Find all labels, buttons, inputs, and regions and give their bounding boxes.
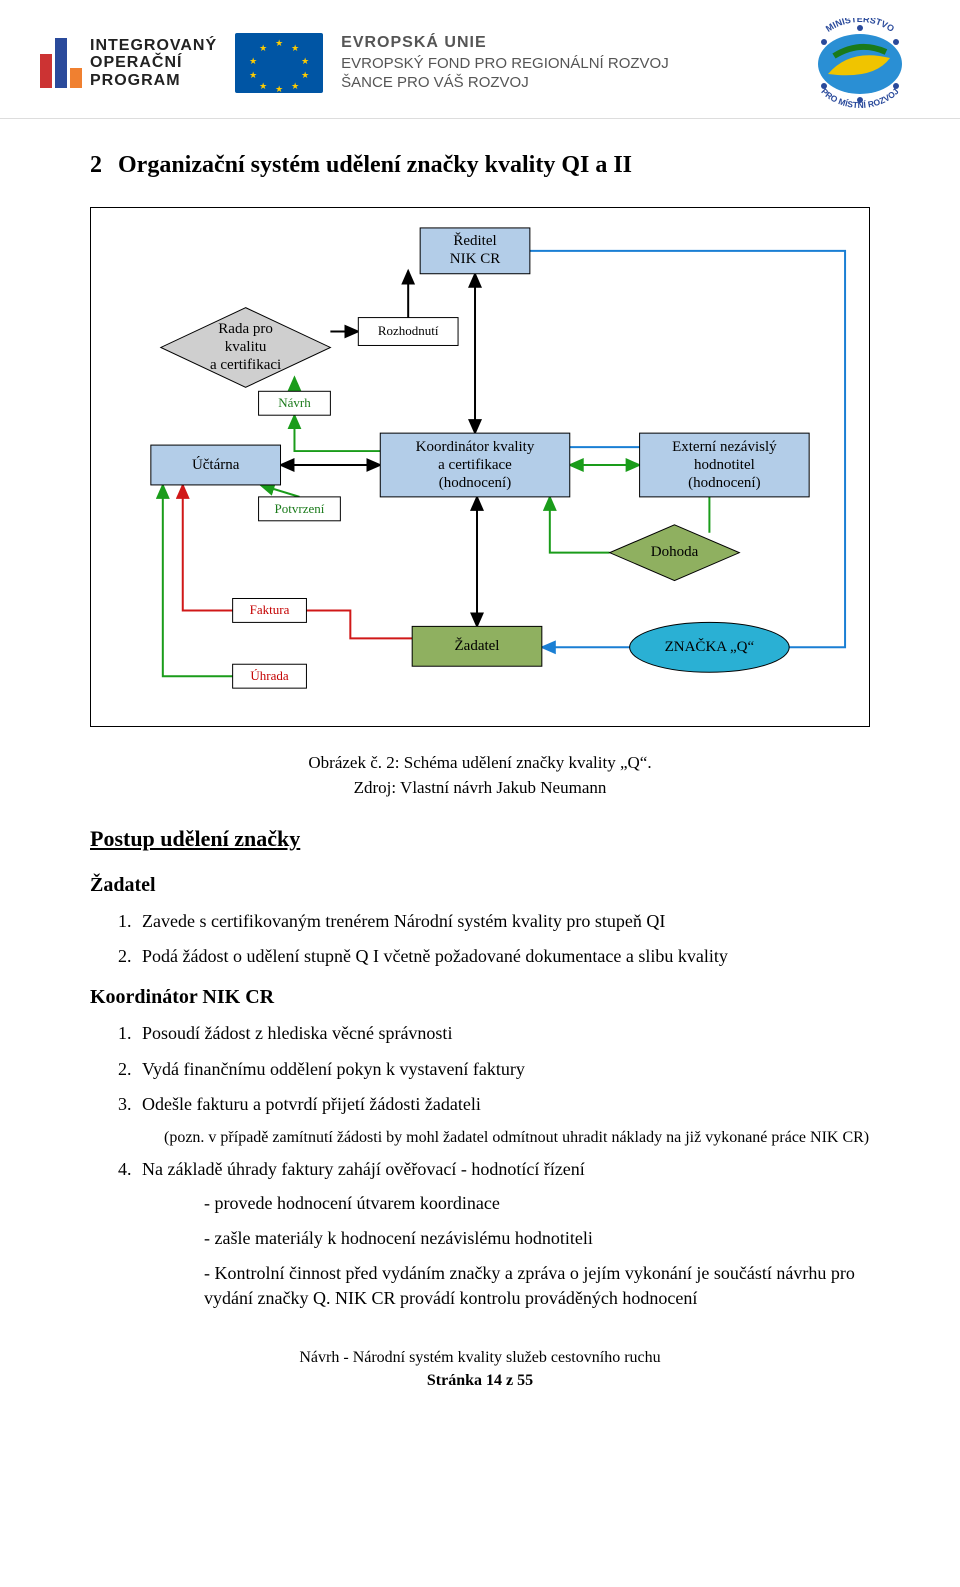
logo-iop: INTEGROVANÝ OPERAČNÍ PROGRAM bbox=[40, 37, 217, 90]
role1-item: Podá žádost o udělení stupně Q I včetně … bbox=[136, 944, 870, 969]
iop-bars-icon bbox=[40, 38, 82, 88]
flow-node-faktura: Faktura bbox=[233, 598, 307, 622]
figure-caption: Obrázek č. 2: Schéma udělení značky kval… bbox=[90, 751, 870, 775]
footer-line1: Návrh - Národní systém kvality služeb ce… bbox=[90, 1347, 870, 1369]
flow-node-koord: Koordinátor kvalitya certifikace(hodnoce… bbox=[380, 433, 570, 497]
role2-item: Vydá finančnímu oddělení pokyn k vystave… bbox=[136, 1057, 870, 1082]
sublist-item: - zašle materiály k hodnocení nezávislém… bbox=[204, 1226, 870, 1251]
role2-item: Posoudí žádost z hlediska věcné správnos… bbox=[136, 1021, 870, 1046]
role1-item: Zavede s certifikovaným trenérem Národní… bbox=[136, 909, 870, 934]
role2-sublist: - provede hodnocení útvarem koordinace - … bbox=[204, 1191, 870, 1312]
mmr-logo-icon: MINISTERSTVO PRO MÍSTNÍ ROZVOJ bbox=[800, 18, 920, 108]
flow-node-dohoda: Dohoda bbox=[610, 524, 740, 580]
sublist-item: - Kontrolní činnost před vydáním značky … bbox=[204, 1261, 870, 1311]
flow-node-zadatel: Žadatel bbox=[412, 626, 542, 666]
flow-node-znacka: ZNAČKA „Q“ bbox=[630, 622, 790, 672]
flow-node-potvrzeni: Potvrzení bbox=[259, 496, 341, 520]
flow-node-rozhodnuti: Rozhodnutí bbox=[358, 317, 458, 345]
eu-flag-icon: ★ ★ ★ ★ ★ ★ ★ ★ ★ ★ bbox=[235, 33, 323, 93]
role2-item: Odešle fakturu a potvrdí přijetí žádosti… bbox=[136, 1092, 870, 1117]
page-footer: Návrh - Národní systém kvality služeb ce… bbox=[90, 1347, 870, 1392]
flow-node-reditel: ŘeditelNIK CR bbox=[420, 228, 530, 274]
role1-list: Zavede s certifikovaným trenérem Národní… bbox=[136, 909, 870, 969]
eu-text: EVROPSKÁ UNIE EVROPSKÝ FOND PRO REGIONÁL… bbox=[341, 33, 669, 93]
figure-source: Zdroj: Vlastní návrh Jakub Neumann bbox=[90, 776, 870, 800]
section-title: 2 Organizační systém udělení značky kval… bbox=[90, 149, 870, 183]
role2-list: Posoudí žádost z hlediska věcné správnos… bbox=[136, 1021, 870, 1311]
flow-node-uctarna: Účtárna bbox=[151, 445, 281, 485]
note-after-3: (pozn. v případě zamítnutí žádosti by mo… bbox=[164, 1127, 870, 1149]
iop-text: INTEGROVANÝ OPERAČNÍ PROGRAM bbox=[90, 37, 217, 90]
flow-node-externi: Externí nezávislýhodnotitel(hodnocení) bbox=[640, 433, 810, 497]
flow-node-navrh: Návrh bbox=[259, 391, 331, 415]
flow-node-rada: Rada prokvalitua certifikaci bbox=[161, 307, 331, 387]
flow-node-uhrada: Úhrada bbox=[233, 664, 307, 688]
role2-item: Na základě úhrady faktury zahájí ověřova… bbox=[136, 1157, 870, 1311]
sublist-item: - provede hodnocení útvarem koordinace bbox=[204, 1191, 870, 1216]
procedure-heading: Postup udělení značky bbox=[90, 824, 870, 855]
footer-line2: Stránka 14 z 55 bbox=[90, 1370, 870, 1392]
header-banner: INTEGROVANÝ OPERAČNÍ PROGRAM ★ ★ ★ ★ ★ ★… bbox=[0, 0, 960, 119]
flowchart: ŘeditelNIK CR Rada prokvalitua certifikac… bbox=[90, 207, 870, 727]
role-zadatel: Žadatel bbox=[90, 871, 870, 899]
role-koordinator: Koordinátor NIK CR bbox=[90, 983, 870, 1011]
